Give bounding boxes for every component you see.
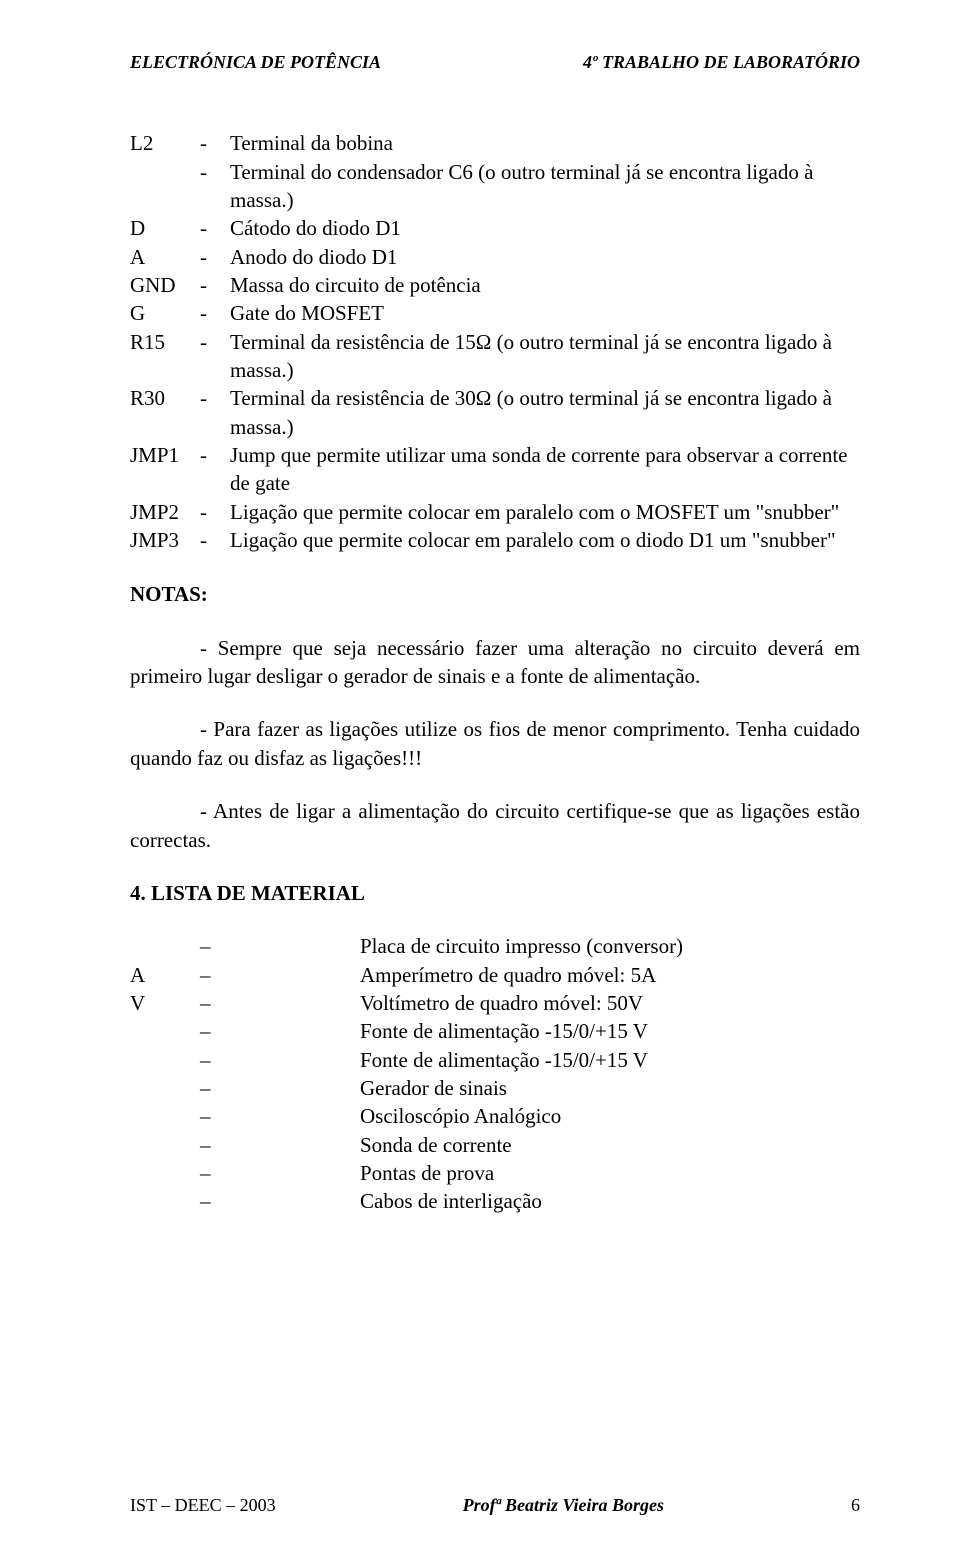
section4-heading: 4. LISTA DE MATERIAL	[130, 879, 860, 907]
def-sym: D	[130, 214, 200, 242]
def-dash: -	[200, 384, 230, 441]
def-dash: -	[200, 158, 230, 215]
page-footer: IST – DEEC – 2003 Profª Beatriz Vieira B…	[130, 1493, 860, 1517]
footer-page-number: 6	[851, 1493, 860, 1517]
mat-row: A – Amperímetro de quadro móvel: 5A	[130, 961, 683, 989]
def-desc: Gate do MOSFET	[230, 299, 860, 327]
def-sym	[130, 158, 200, 215]
footer-left: IST – DEEC – 2003	[130, 1493, 276, 1517]
mat-sym	[130, 1102, 200, 1130]
mat-dash: –	[200, 1017, 360, 1045]
def-desc: Terminal da bobina	[230, 129, 860, 157]
def-sym: L2	[130, 129, 200, 157]
mat-sym	[130, 1187, 200, 1215]
def-row: D - Cátodo do diodo D1	[130, 214, 860, 242]
header-left: ELECTRÓNICA DE POTÊNCIA	[130, 50, 381, 74]
mat-desc: Pontas de prova	[360, 1159, 683, 1187]
def-desc: Terminal do condensador C6 (o outro term…	[230, 158, 860, 215]
mat-sym	[130, 1131, 200, 1159]
def-row: A - Anodo do diodo D1	[130, 243, 860, 271]
def-sym: JMP3	[130, 526, 200, 554]
mat-sym	[130, 1074, 200, 1102]
mat-desc: Amperímetro de quadro móvel: 5A	[360, 961, 683, 989]
def-desc: Terminal da resistência de 15Ω (o outro …	[230, 328, 860, 385]
mat-row: – Osciloscópio Analógico	[130, 1102, 683, 1130]
mat-row: V – Voltímetro de quadro móvel: 50V	[130, 989, 683, 1017]
mat-desc: Osciloscópio Analógico	[360, 1102, 683, 1130]
def-dash: -	[200, 271, 230, 299]
def-desc: Ligação que permite colocar em paralelo …	[230, 526, 860, 554]
mat-dash: –	[200, 1159, 360, 1187]
mat-row: – Cabos de interligação	[130, 1187, 683, 1215]
mat-dash: –	[200, 932, 360, 960]
def-sym: G	[130, 299, 200, 327]
def-row: L2 - Terminal da bobina	[130, 129, 860, 157]
mat-dash: –	[200, 989, 360, 1017]
mat-row: – Sonda de corrente	[130, 1131, 683, 1159]
definitions-table: L2 - Terminal da bobina - Terminal do co…	[130, 129, 860, 554]
mat-dash: –	[200, 961, 360, 989]
mat-desc: Voltímetro de quadro móvel: 50V	[360, 989, 683, 1017]
def-row: GND - Massa do circuito de potência	[130, 271, 860, 299]
mat-dash: –	[200, 1102, 360, 1130]
def-sym: JMP1	[130, 441, 200, 498]
mat-desc: Fonte de alimentação -15/0/+15 V	[360, 1017, 683, 1045]
def-dash: -	[200, 129, 230, 157]
def-row: JMP3 - Ligação que permite colocar em pa…	[130, 526, 860, 554]
def-sym: GND	[130, 271, 200, 299]
mat-row: – Fonte de alimentação -15/0/+15 V	[130, 1017, 683, 1045]
def-desc: Terminal da resistência de 30Ω (o outro …	[230, 384, 860, 441]
def-sym: JMP2	[130, 498, 200, 526]
mat-sym	[130, 1159, 200, 1187]
mat-row: – Fonte de alimentação -15/0/+15 V	[130, 1046, 683, 1074]
mat-dash: –	[200, 1187, 360, 1215]
mat-dash: –	[200, 1046, 360, 1074]
def-sym: R30	[130, 384, 200, 441]
mat-row: – Pontas de prova	[130, 1159, 683, 1187]
def-desc: Anodo do diodo D1	[230, 243, 860, 271]
mat-desc: Gerador de sinais	[360, 1074, 683, 1102]
def-row: R15 - Terminal da resistência de 15Ω (o …	[130, 328, 860, 385]
def-row: JMP1 - Jump que permite utilizar uma son…	[130, 441, 860, 498]
def-sym: A	[130, 243, 200, 271]
def-row: G - Gate do MOSFET	[130, 299, 860, 327]
mat-row: – Gerador de sinais	[130, 1074, 683, 1102]
def-desc: Massa do circuito de potência	[230, 271, 860, 299]
header-right: 4º TRABALHO DE LABORATÓRIO	[583, 50, 860, 74]
def-row: JMP2 - Ligação que permite colocar em pa…	[130, 498, 860, 526]
def-dash: -	[200, 441, 230, 498]
mat-sym	[130, 1017, 200, 1045]
mat-desc: Fonte de alimentação -15/0/+15 V	[360, 1046, 683, 1074]
def-dash: -	[200, 498, 230, 526]
def-dash: -	[200, 299, 230, 327]
page-header: ELECTRÓNICA DE POTÊNCIA 4º TRABALHO DE L…	[130, 50, 860, 74]
def-dash: -	[200, 526, 230, 554]
mat-dash: –	[200, 1131, 360, 1159]
mat-dash: –	[200, 1074, 360, 1102]
mat-desc: Cabos de interligação	[360, 1187, 683, 1215]
nota-paragraph: - Antes de ligar a alimentação do circui…	[130, 797, 860, 854]
def-desc: Ligação que permite colocar em paralelo …	[230, 498, 860, 526]
def-desc: Jump que permite utilizar uma sonda de c…	[230, 441, 860, 498]
mat-sym	[130, 1046, 200, 1074]
def-row: - Terminal do condensador C6 (o outro te…	[130, 158, 860, 215]
mat-desc: Placa de circuito impresso (conversor)	[360, 932, 683, 960]
nota-paragraph: - Para fazer as ligações utilize os fios…	[130, 715, 860, 772]
mat-row: – Placa de circuito impresso (conversor)	[130, 932, 683, 960]
def-dash: -	[200, 243, 230, 271]
notas-heading: NOTAS:	[130, 580, 860, 608]
def-dash: -	[200, 328, 230, 385]
mat-sym: V	[130, 989, 200, 1017]
def-sym: R15	[130, 328, 200, 385]
mat-desc: Sonda de corrente	[360, 1131, 683, 1159]
mat-sym	[130, 932, 200, 960]
materials-table: – Placa de circuito impresso (conversor)…	[130, 932, 683, 1215]
def-dash: -	[200, 214, 230, 242]
mat-sym: A	[130, 961, 200, 989]
footer-mid: Profª Beatriz Vieira Borges	[463, 1493, 664, 1517]
def-row: R30 - Terminal da resistência de 30Ω (o …	[130, 384, 860, 441]
def-desc: Cátodo do diodo D1	[230, 214, 860, 242]
nota-paragraph: - Sempre que seja necessário fazer uma a…	[130, 634, 860, 691]
